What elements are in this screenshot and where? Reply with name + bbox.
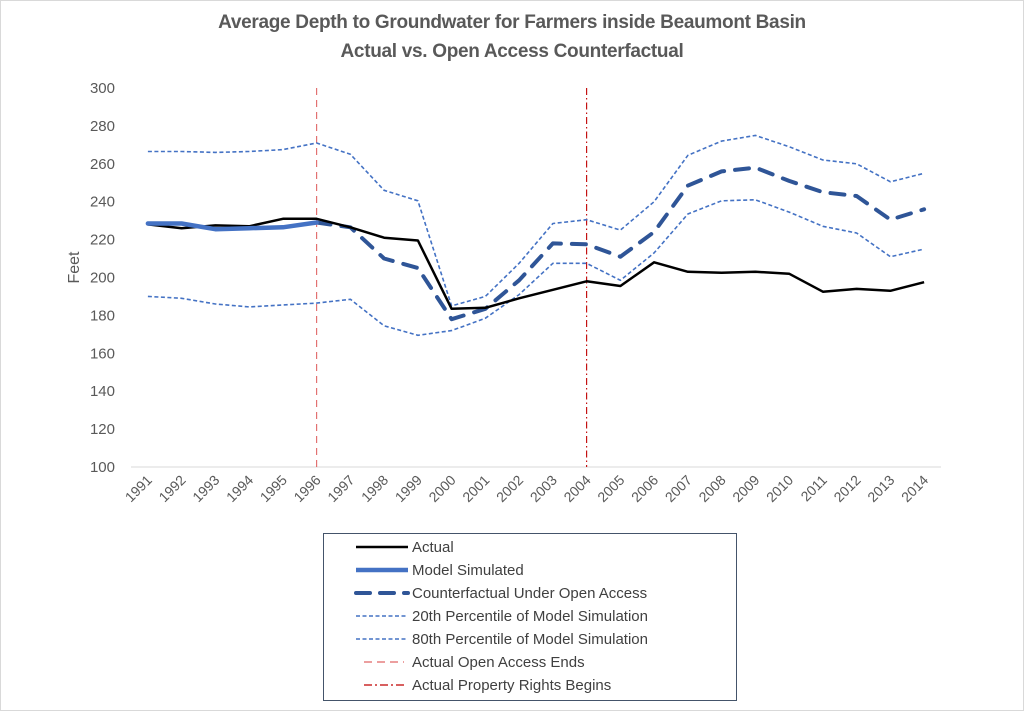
legend-swatch-20th-percentile (356, 615, 408, 617)
legend-swatch-model-simulated (356, 567, 408, 573)
x-tick-label: 2012 (830, 472, 863, 505)
y-tick-label: 260 (90, 156, 115, 173)
x-tick-label: 2004 (560, 472, 593, 505)
y-tick-label: 220 (90, 232, 115, 249)
y-tick-label: 180 (90, 307, 115, 324)
x-tick-label: 1992 (155, 472, 188, 505)
legend-label: Actual Property Rights Begins (412, 676, 612, 694)
series-line-20th-percentile-of-model-simulation (147, 199, 925, 337)
x-tick-label: 1997 (324, 472, 357, 505)
legend-swatch-counterfactual (354, 591, 410, 595)
series-line-80th-percentile-of-model-simulation (147, 134, 925, 307)
legend-item-property-rights-begins: Actual Property Rights Begins (354, 674, 611, 696)
x-tick-label: 1999 (392, 472, 425, 505)
legend-label: 20th Percentile of Model Simulation (412, 607, 648, 625)
legend-label: 80th Percentile of Model Simulation (412, 630, 648, 648)
x-tick-label: 2001 (459, 472, 492, 505)
legend-item-counterfactual: Counterfactual Under Open Access (354, 582, 647, 604)
chart-title: Average Depth to Groundwater for Farmers… (218, 12, 806, 33)
y-axis-ticks: 100 120 140 160 180 200 220 240 260 280 300 (90, 80, 115, 476)
x-tick-label: 1994 (223, 472, 256, 505)
y-tick-label: 120 (90, 421, 115, 438)
x-tick-label: 2003 (527, 472, 560, 505)
x-tick-label: 2014 (898, 472, 931, 505)
legend-swatch-property-rights-begins (364, 684, 404, 686)
y-tick-label: 160 (90, 345, 115, 362)
x-tick-label: 1993 (189, 472, 222, 505)
y-tick-label: 300 (90, 80, 115, 97)
x-tick-label: 2011 (797, 472, 830, 505)
x-tick-label: 2006 (628, 472, 661, 505)
y-axis-label: Feet (66, 251, 83, 284)
series-line-counterfactual-under-open-access (314, 165, 927, 322)
series-lines (145, 134, 927, 337)
y-tick-label: 140 (90, 383, 115, 400)
x-tick-label: 2002 (493, 472, 526, 505)
legend-item-actual: Actual (354, 536, 454, 558)
x-tick-label: 1995 (257, 472, 290, 505)
x-tick-label: 1991 (122, 472, 155, 505)
y-tick-label: 200 (90, 270, 115, 287)
x-tick-label: 2010 (763, 472, 796, 505)
legend-item-model-simulated: Model Simulated (354, 559, 524, 581)
legend-label: Actual (412, 538, 454, 556)
reference-lines (316, 88, 588, 467)
x-tick-label: 1998 (358, 472, 391, 505)
x-tick-label: 2013 (864, 472, 897, 505)
y-tick-label: 280 (90, 118, 115, 135)
legend-label: Actual Open Access Ends (412, 653, 585, 671)
y-tick-label: 240 (90, 194, 115, 211)
chart-subtitle: Actual vs. Open Access Counterfactual (340, 41, 684, 62)
x-tick-label: 1996 (290, 472, 323, 505)
legend-label: Counterfactual Under Open Access (412, 584, 648, 602)
legend-label: Model Simulated (412, 561, 524, 579)
legend-swatch-actual (356, 545, 408, 549)
legend-item-80th-percentile: 80th Percentile of Model Simulation (354, 628, 648, 650)
series-line-model-simulated (145, 220, 319, 232)
legend-item-20th-percentile: 20th Percentile of Model Simulation (354, 605, 648, 627)
legend-swatch-open-access-ends (364, 661, 404, 663)
y-tick-label: 100 (90, 459, 115, 476)
x-tick-label: 2005 (594, 472, 627, 505)
series-line-actual (147, 217, 925, 311)
legend: Actual Model Simulated Counterfactual Un… (323, 533, 737, 701)
legend-item-open-access-ends: Actual Open Access Ends (354, 651, 585, 673)
legend-swatch-80th-percentile (356, 638, 408, 640)
x-tick-label: 2000 (425, 472, 458, 505)
x-tick-label: 2008 (695, 472, 728, 505)
x-tick-label: 2009 (729, 472, 762, 505)
x-tick-label: 2007 (662, 472, 695, 505)
x-axis-ticks: 1991 1992 1993 1994 1995 1996 1997 1998 1999 2000… (122, 472, 932, 505)
